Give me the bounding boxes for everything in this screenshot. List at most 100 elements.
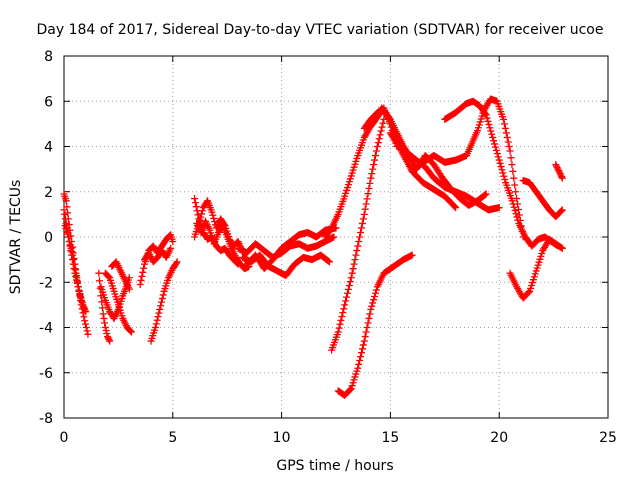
y-tick-label: 8 — [44, 49, 53, 65]
data-point — [62, 197, 70, 205]
data-point — [558, 244, 566, 252]
data-point — [344, 289, 352, 297]
data-point — [500, 115, 508, 123]
x-tick-label: 5 — [168, 430, 177, 446]
data-point — [368, 302, 376, 310]
data-point — [372, 147, 380, 155]
data-point — [357, 228, 365, 236]
data-point — [495, 204, 503, 212]
data-point — [494, 153, 502, 161]
data-point — [103, 330, 111, 338]
data-point — [514, 206, 522, 214]
data-point — [74, 283, 82, 291]
data-point — [367, 174, 375, 182]
data-point — [371, 156, 379, 164]
data-point — [341, 301, 349, 309]
data-point — [82, 324, 90, 331]
data-point — [158, 295, 166, 303]
data-point — [362, 328, 370, 336]
data-point — [325, 258, 333, 266]
data-point — [137, 276, 145, 284]
data-point — [408, 251, 416, 259]
data-point — [348, 269, 356, 277]
data-point — [196, 216, 204, 224]
data-point — [359, 341, 367, 349]
data-point — [343, 293, 351, 301]
data-point — [507, 154, 515, 162]
data-point — [508, 197, 516, 205]
data-point — [76, 290, 84, 298]
data-point — [369, 299, 377, 307]
data-point — [498, 166, 506, 174]
data-point — [138, 272, 146, 280]
data-point — [339, 309, 347, 317]
data-point — [491, 140, 499, 148]
data-point — [487, 127, 495, 135]
data-point — [558, 173, 566, 181]
data-point — [349, 265, 357, 273]
data-point — [101, 319, 109, 327]
data-point — [346, 278, 354, 286]
data-point — [105, 336, 113, 344]
data-point — [192, 203, 200, 211]
series-25 — [506, 235, 566, 302]
data-point — [157, 302, 165, 310]
data-point — [512, 188, 520, 196]
data-point — [81, 317, 89, 325]
data-point — [357, 353, 365, 361]
data-point — [353, 247, 361, 255]
x-tick-labels: 0 5 10 15 20 25 — [60, 430, 617, 446]
data-point — [495, 156, 503, 164]
data-point — [106, 337, 114, 345]
data-point — [364, 190, 372, 198]
data-point — [505, 143, 513, 150]
data-point — [61, 210, 69, 218]
data-point — [366, 310, 374, 318]
data-point — [484, 117, 492, 125]
data-point — [347, 274, 355, 282]
data-point — [368, 170, 376, 178]
series-27 — [552, 161, 566, 182]
data-point — [370, 296, 378, 304]
data-point — [96, 277, 104, 285]
data-point — [363, 195, 371, 203]
data-point — [75, 286, 83, 294]
data-point — [95, 269, 103, 277]
data-point — [512, 210, 520, 218]
data-point — [511, 181, 519, 189]
data-point — [377, 127, 385, 135]
data-point — [356, 356, 364, 364]
data-point — [325, 257, 333, 265]
data-point — [338, 313, 346, 321]
data-point — [504, 138, 512, 146]
data-point — [61, 215, 69, 223]
y-tick-label: 6 — [44, 94, 53, 110]
x-tick-label: 25 — [599, 430, 617, 446]
data-point — [330, 233, 338, 241]
data-point — [489, 133, 497, 141]
y-tick-label: -2 — [39, 275, 53, 291]
data-point — [452, 204, 460, 212]
data-point — [72, 273, 80, 281]
data-point — [510, 174, 518, 182]
data-point — [553, 164, 561, 172]
data-point — [98, 298, 106, 306]
data-point — [60, 206, 68, 214]
data-point — [371, 292, 379, 300]
data-point — [96, 284, 104, 292]
data-point — [370, 161, 378, 169]
data-point — [354, 364, 362, 372]
data-point — [482, 111, 490, 119]
data-point — [374, 139, 382, 147]
data-point — [67, 247, 75, 255]
data-point — [558, 206, 566, 214]
data-point — [66, 242, 74, 250]
data-point — [159, 291, 167, 299]
data-point — [355, 238, 363, 246]
series-6 — [101, 269, 135, 336]
data-point — [191, 199, 199, 207]
data-point — [361, 205, 369, 213]
data-point — [553, 162, 561, 170]
data-point — [555, 168, 563, 176]
